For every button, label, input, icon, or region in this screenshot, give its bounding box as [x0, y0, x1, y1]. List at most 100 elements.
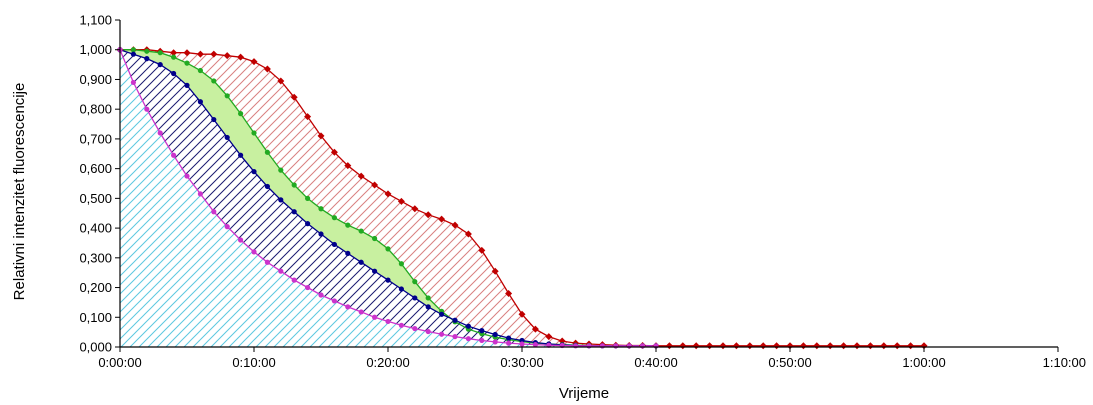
series-2-point: [345, 222, 351, 228]
series-2-point: [398, 261, 404, 267]
series-1-point: [866, 342, 874, 350]
x-tick-label: 1:10:00: [1043, 355, 1086, 370]
series-4-point: [184, 173, 190, 179]
series-1-point: [732, 342, 740, 350]
series-4-point: [519, 341, 525, 347]
series-2-point: [358, 228, 364, 234]
x-tick-label: 0:20:00: [366, 355, 409, 370]
series-1-point: [290, 93, 298, 101]
series-4-point: [613, 343, 619, 349]
y-tick-label: 0,900: [79, 72, 112, 87]
series-4-point: [586, 343, 592, 349]
series-3-point: [318, 231, 324, 237]
series-4-point: [425, 328, 431, 335]
series-4-point: [640, 343, 646, 349]
series-1-point: [277, 77, 285, 85]
series-1-point: [344, 162, 352, 170]
series-3-point: [452, 317, 458, 323]
series-1-point: [893, 342, 901, 350]
series-4-point: [506, 340, 512, 346]
series-1-point: [746, 342, 754, 350]
series-4-point: [291, 277, 297, 283]
series-3-point: [144, 56, 150, 62]
series-1-point: [317, 132, 325, 140]
series-3-point: [425, 304, 431, 310]
series-4-point: [626, 343, 632, 349]
series-1-point: [183, 49, 191, 57]
x-tick-label: 0:30:00: [500, 355, 543, 370]
y-tick-label: 0,800: [79, 102, 112, 117]
series-1-point: [692, 342, 700, 350]
series-1-point: [759, 342, 767, 350]
series-2-point: [412, 279, 418, 285]
series-4-point: [130, 79, 136, 86]
y-axis-title: Relativni intenzitet fluorescencije: [11, 83, 28, 301]
series-4-point: [492, 339, 498, 345]
series-4-point: [238, 237, 244, 243]
series-4-point: [211, 209, 217, 215]
axes: [115, 19, 1059, 352]
series-2-point: [211, 78, 217, 84]
series-1-point: [397, 197, 405, 205]
series-4-point: [264, 259, 270, 265]
series-4-point: [197, 191, 203, 197]
series-1-point: [706, 342, 714, 350]
series-1-point: [357, 172, 365, 180]
y-tick-label: 1,000: [79, 42, 112, 57]
series-3-point: [305, 221, 311, 227]
series-markers: [116, 46, 928, 350]
series-3-point: [171, 70, 177, 77]
series-1-point: [210, 50, 218, 58]
series-2-point: [197, 67, 203, 74]
series-1-point: [907, 342, 915, 350]
series-3-point: [412, 295, 418, 301]
series-1-point: [491, 267, 499, 275]
y-tick-label: 1,100: [79, 13, 112, 28]
series-4-point: [358, 309, 364, 315]
series-3-point: [331, 241, 337, 248]
series-3-point: [291, 209, 297, 215]
series-4-point: [331, 298, 337, 304]
series-1-point: [237, 53, 245, 61]
series-1-point: [880, 342, 888, 350]
series-2-point: [224, 93, 230, 99]
series-1-point: [853, 342, 861, 350]
series-4-point: [144, 106, 150, 112]
series-3-point: [224, 134, 230, 141]
y-tick-label: 0,700: [79, 131, 112, 146]
y-tick-label: 0,400: [79, 221, 112, 236]
y-tick-labels: 0,000 0,100 0,200 0,300 0,400 0,500 0,600 0,700…: [79, 13, 112, 355]
series-3-point: [372, 268, 378, 274]
series-3-point: [398, 286, 404, 292]
y-tick-label: 0,000: [79, 340, 112, 355]
series-2-point: [130, 47, 136, 53]
y-tick-label: 0,100: [79, 310, 112, 325]
series-4-area: [120, 49, 656, 347]
series-4-point: [278, 268, 284, 274]
series-1-point: [250, 58, 258, 66]
series-2-point: [425, 295, 431, 301]
series-4-point: [171, 152, 177, 158]
series-2-point: [251, 130, 257, 136]
series-4-point: [305, 284, 311, 291]
series-3-point: [130, 51, 136, 57]
series-1-point: [451, 221, 459, 229]
series-1-point: [263, 65, 271, 73]
series-1-point: [411, 205, 419, 213]
series-4-point: [372, 314, 378, 320]
series-4-point: [573, 343, 579, 349]
y-tick-label: 0,300: [79, 250, 112, 265]
series-3-point: [506, 335, 512, 341]
series-1-point: [330, 148, 338, 156]
series-1-point: [505, 289, 513, 297]
x-tick-label: 0:40:00: [634, 355, 677, 370]
series-4-point: [318, 292, 324, 298]
series-4-point: [385, 318, 391, 325]
series-1-point: [773, 342, 781, 350]
series-3-point: [519, 337, 525, 344]
series-3-point: [278, 197, 284, 203]
series-3-point: [184, 82, 190, 88]
series-1-point: [478, 246, 486, 254]
series-4-point: [157, 130, 163, 136]
